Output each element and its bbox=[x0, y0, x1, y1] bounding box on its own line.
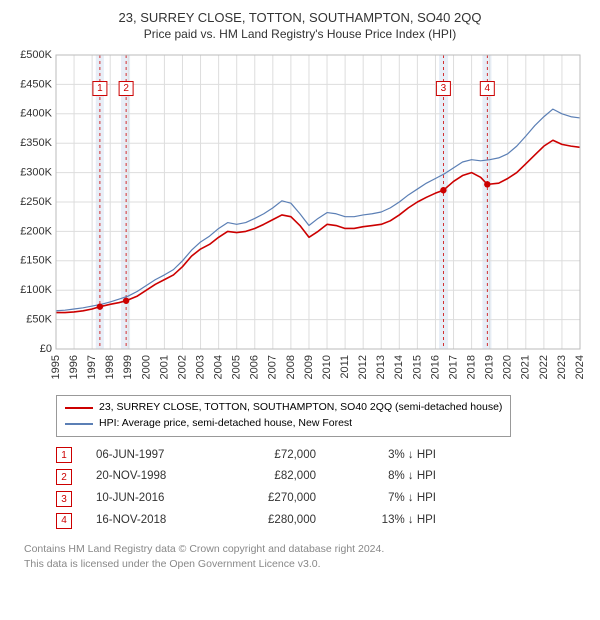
svg-text:2007: 2007 bbox=[267, 355, 279, 379]
chart-svg: £0 £50K £100K £150K £200K £250K £300K £350K £400… bbox=[12, 49, 588, 389]
chart-legend: 23, SURREY CLOSE, TOTTON, SOUTHAMPTON, S… bbox=[56, 395, 511, 437]
svg-text:£250K: £250K bbox=[20, 196, 52, 208]
sales-row: 1 06-JUN-1997£72,0003% ↓ HPI bbox=[56, 445, 588, 467]
svg-text:1996: 1996 bbox=[68, 355, 80, 379]
footer-attribution: Contains HM Land Registry data © Crown c… bbox=[24, 542, 588, 571]
sale-date: 20-NOV-1998 bbox=[96, 466, 216, 488]
svg-text:2013: 2013 bbox=[375, 355, 387, 379]
legend-item: 23, SURREY CLOSE, TOTTON, SOUTHAMPTON, S… bbox=[65, 400, 502, 416]
sale-price: £280,000 bbox=[216, 510, 356, 532]
svg-text:£500K: £500K bbox=[20, 49, 52, 61]
sale-diff: 3% ↓ HPI bbox=[356, 445, 436, 467]
sale-marker: 4 bbox=[56, 513, 72, 529]
sales-row: 3 10-JUN-2016£270,0007% ↓ HPI bbox=[56, 488, 588, 510]
svg-text:£350K: £350K bbox=[20, 137, 52, 149]
svg-text:2012: 2012 bbox=[357, 355, 369, 379]
svg-text:1995: 1995 bbox=[50, 355, 62, 379]
svg-text:2003: 2003 bbox=[194, 355, 206, 379]
svg-text:£400K: £400K bbox=[20, 108, 52, 120]
svg-text:2018: 2018 bbox=[465, 355, 477, 379]
svg-text:2019: 2019 bbox=[484, 355, 496, 379]
sale-date: 16-NOV-2018 bbox=[96, 510, 216, 532]
chart-plot-area: £0 £50K £100K £150K £200K £250K £300K £350K £400… bbox=[12, 49, 588, 389]
svg-text:2001: 2001 bbox=[158, 355, 170, 379]
sales-table: 1 06-JUN-1997£72,0003% ↓ HPI 2 20-NOV-1998£… bbox=[56, 445, 588, 532]
sale-marker: 1 bbox=[56, 447, 72, 463]
svg-text:£100K: £100K bbox=[20, 284, 52, 296]
sale-price: £72,000 bbox=[216, 445, 356, 467]
legend-swatch bbox=[65, 423, 93, 425]
svg-text:1997: 1997 bbox=[86, 355, 98, 379]
svg-text:2002: 2002 bbox=[176, 355, 188, 379]
svg-text:2008: 2008 bbox=[285, 355, 297, 379]
sale-diff: 8% ↓ HPI bbox=[356, 466, 436, 488]
footer-line: This data is licensed under the Open Gov… bbox=[24, 557, 588, 572]
svg-text:£450K: £450K bbox=[20, 78, 52, 90]
svg-text:£200K: £200K bbox=[20, 225, 52, 237]
svg-text:2022: 2022 bbox=[538, 355, 550, 379]
svg-text:£0: £0 bbox=[40, 343, 52, 355]
legend-label: HPI: Average price, semi-detached house,… bbox=[99, 416, 352, 432]
legend-swatch bbox=[65, 407, 93, 409]
chart-title: 23, SURREY CLOSE, TOTTON, SOUTHAMPTON, S… bbox=[12, 10, 588, 25]
svg-text:2023: 2023 bbox=[556, 355, 568, 379]
sales-row: 2 20-NOV-1998£82,0008% ↓ HPI bbox=[56, 466, 588, 488]
svg-text:1998: 1998 bbox=[104, 355, 116, 379]
svg-text:£300K: £300K bbox=[20, 167, 52, 179]
svg-text:2005: 2005 bbox=[231, 355, 243, 379]
svg-text:1999: 1999 bbox=[122, 355, 134, 379]
svg-text:2010: 2010 bbox=[321, 355, 333, 379]
footer-line: Contains HM Land Registry data © Crown c… bbox=[24, 542, 588, 557]
svg-text:2016: 2016 bbox=[429, 355, 441, 379]
legend-item: HPI: Average price, semi-detached house,… bbox=[65, 416, 502, 432]
sale-price: £270,000 bbox=[216, 488, 356, 510]
sale-date: 10-JUN-2016 bbox=[96, 488, 216, 510]
svg-text:£150K: £150K bbox=[20, 255, 52, 267]
svg-text:2006: 2006 bbox=[249, 355, 261, 379]
svg-text:3: 3 bbox=[441, 83, 447, 94]
svg-text:1: 1 bbox=[97, 83, 103, 94]
sales-row: 4 16-NOV-2018£280,00013% ↓ HPI bbox=[56, 510, 588, 532]
sale-marker: 3 bbox=[56, 491, 72, 507]
sale-marker: 2 bbox=[56, 469, 72, 485]
chart-subtitle: Price paid vs. HM Land Registry's House … bbox=[12, 27, 588, 41]
sale-diff: 13% ↓ HPI bbox=[356, 510, 436, 532]
svg-text:2014: 2014 bbox=[393, 355, 405, 379]
sale-price: £82,000 bbox=[216, 466, 356, 488]
sale-diff: 7% ↓ HPI bbox=[356, 488, 436, 510]
svg-text:4: 4 bbox=[485, 83, 491, 94]
svg-text:2: 2 bbox=[123, 83, 129, 94]
svg-text:2017: 2017 bbox=[447, 355, 459, 379]
legend-label: 23, SURREY CLOSE, TOTTON, SOUTHAMPTON, S… bbox=[99, 400, 502, 416]
svg-text:£50K: £50K bbox=[26, 314, 52, 326]
svg-text:2011: 2011 bbox=[339, 355, 351, 379]
svg-text:2004: 2004 bbox=[213, 355, 225, 379]
svg-text:2015: 2015 bbox=[411, 355, 423, 379]
svg-text:2000: 2000 bbox=[140, 355, 152, 379]
sale-date: 06-JUN-1997 bbox=[96, 445, 216, 467]
chart-container: 23, SURREY CLOSE, TOTTON, SOUTHAMPTON, S… bbox=[0, 0, 600, 579]
svg-text:2024: 2024 bbox=[574, 355, 586, 379]
chart-titles: 23, SURREY CLOSE, TOTTON, SOUTHAMPTON, S… bbox=[12, 10, 588, 41]
svg-text:2021: 2021 bbox=[520, 355, 532, 379]
svg-text:2009: 2009 bbox=[303, 355, 315, 379]
svg-text:2020: 2020 bbox=[502, 355, 514, 379]
